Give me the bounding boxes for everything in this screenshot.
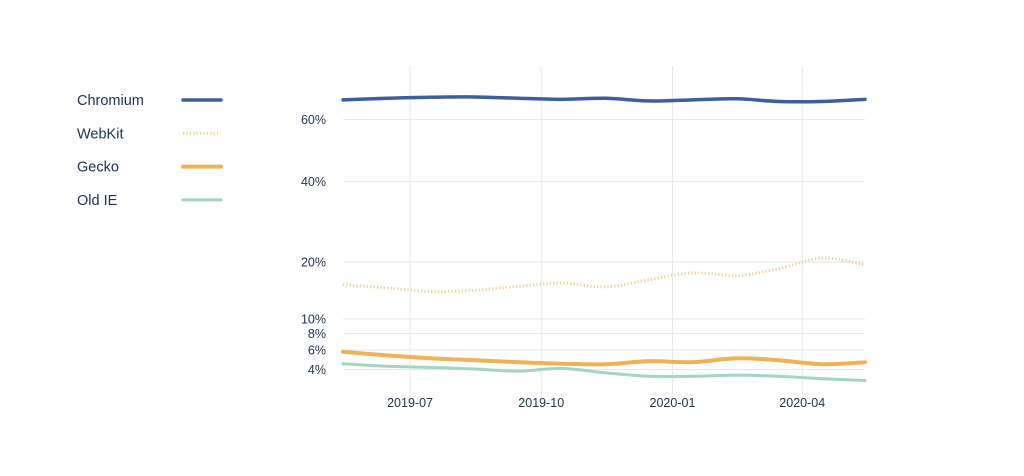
legend-label-webkit: WebKit	[77, 126, 123, 142]
legend-label-old-ie: Old IE	[77, 193, 118, 209]
grid	[343, 66, 865, 394]
y-tick-label: 4%	[308, 363, 326, 377]
legend: Chromium WebKit Gecko Old IE	[77, 93, 223, 209]
series-line-webkit	[342, 256, 866, 294]
axes: 60% 40% 20% 10%8% 6% 4% 2019-07 2019-10 2020-01 2…	[301, 113, 825, 410]
x-tick-label: 2019-07	[387, 396, 433, 410]
series-line-old-ie	[341, 362, 867, 383]
legend-label-gecko: Gecko	[77, 160, 119, 176]
y-tick-label: 40%	[301, 175, 326, 189]
legend-label-chromium: Chromium	[77, 93, 144, 109]
x-tick-label: 2019-10	[518, 396, 564, 410]
y-tick-label: 60%	[301, 113, 326, 127]
y-tick-label: 10%	[301, 312, 326, 326]
series-line-chromium	[341, 95, 867, 104]
y-tick-label: 20%	[301, 255, 326, 269]
y-tick-label: 6%	[308, 343, 326, 357]
x-tick-label: 2020-01	[650, 396, 696, 410]
y-tick-label: 8%	[308, 327, 326, 341]
x-tick-label: 2020-04	[779, 396, 825, 410]
series	[341, 95, 867, 383]
series-line-gecko	[341, 349, 867, 367]
